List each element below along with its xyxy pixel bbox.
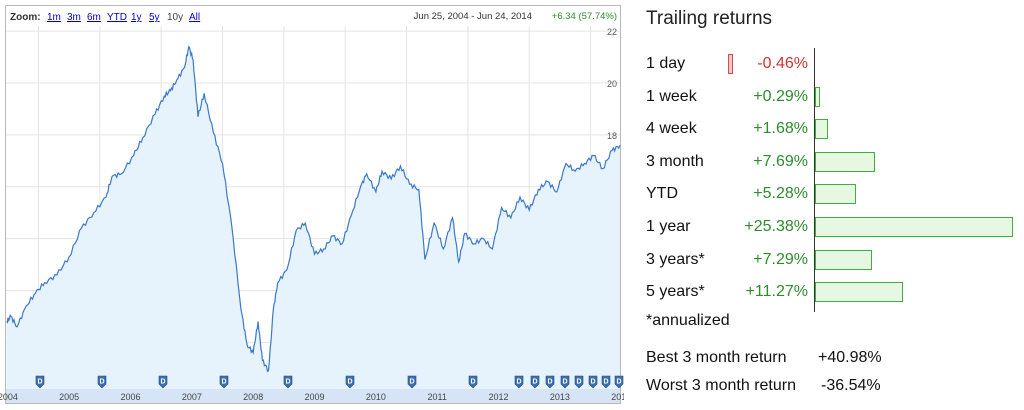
dividend-marker[interactable]: D <box>35 375 45 389</box>
worst-3-month-value: -36.54% <box>821 377 881 394</box>
return-period-label: YTD <box>646 185 678 203</box>
svg-text:D: D <box>590 379 595 386</box>
zoom-option-10y[interactable]: 10y <box>167 12 183 23</box>
zoom-option-6m[interactable]: 6m <box>87 12 101 23</box>
y-tick-label: 22 <box>607 27 617 37</box>
return-period-label: 1 week <box>646 87 697 105</box>
price-line <box>6 45 621 373</box>
return-period-label: 1 day <box>646 55 686 72</box>
trailing-returns-panel: Trailing returns 1 day -0.46% 1 week +0.29%… <box>636 0 1024 410</box>
return-bar <box>728 54 733 74</box>
zoom-option-ytd[interactable]: YTD <box>107 12 127 23</box>
return-bar <box>815 86 820 107</box>
trailing-returns-title: Trailing returns <box>646 8 773 29</box>
zoom-option-5y[interactable]: 5y <box>149 12 160 23</box>
x-tick-label: 2011 <box>428 392 447 402</box>
dividend-marker[interactable]: D <box>158 375 168 389</box>
zoom-option-3m[interactable]: 3m <box>67 12 81 23</box>
return-value: +7.69% <box>753 152 808 170</box>
return-period-label: 3 month <box>646 152 704 170</box>
svg-text:D: D <box>603 379 608 386</box>
best-3-month-value: +40.98% <box>818 349 882 366</box>
svg-text:D: D <box>221 379 226 386</box>
x-axis-strip <box>6 389 620 403</box>
return-period-label: 4 week <box>646 120 697 138</box>
dividend-marker[interactable]: D <box>283 375 293 389</box>
svg-text:D: D <box>409 379 414 386</box>
return-value: +11.27% <box>745 283 808 301</box>
svg-text:D: D <box>576 379 581 386</box>
date-range: Jun 25, 2004 - Jun 24, 2014 <box>414 11 532 22</box>
svg-text:D: D <box>547 379 552 386</box>
worst-3-month-label: Worst 3 month return <box>646 377 796 394</box>
svg-text:D: D <box>347 379 352 386</box>
price-chart-panel: Zoom: 1m 3m 6m YTD 1y 5y 10y All Jun 25, 2004 - J… <box>0 5 624 404</box>
dividend-marker[interactable]: D <box>97 375 107 389</box>
svg-text:D: D <box>562 379 567 386</box>
x-tick-label: 2006 <box>121 392 141 402</box>
x-tick-label: 2014 <box>611 392 624 402</box>
return-value: +7.29% <box>753 250 808 268</box>
x-tick-label: 2012 <box>489 392 509 402</box>
price-area <box>6 46 621 389</box>
return-bar <box>815 151 875 172</box>
return-value: -0.46% <box>757 55 808 72</box>
price-chart: Zoom: 1m 3m 6m YTD 1y 5y 10y All Jun 25, 2004 - J… <box>0 5 624 404</box>
x-tick-label: 2004 <box>0 392 18 402</box>
x-tick-label: 2013 <box>550 392 570 402</box>
return-bar <box>815 249 872 270</box>
x-tick-label: 2010 <box>366 392 386 402</box>
dividend-marker[interactable]: D <box>601 375 611 389</box>
zoom-option-all[interactable]: All <box>189 12 200 23</box>
zoom-option-1y[interactable]: 1y <box>131 12 142 23</box>
svg-text:D: D <box>37 379 42 386</box>
x-tick-label: 2007 <box>182 392 202 402</box>
price-change: +6.34 (57.74%) <box>552 11 617 22</box>
svg-text:D: D <box>532 379 537 386</box>
returns-baseline <box>814 48 815 312</box>
return-value: +5.28% <box>753 185 808 203</box>
dividend-marker[interactable]: D <box>219 375 229 389</box>
return-period-label: 3 years* <box>646 250 705 268</box>
zoom-label: Zoom: <box>10 12 41 23</box>
return-period-label: 5 years* <box>646 283 705 301</box>
dividend-marker[interactable]: D <box>588 375 598 389</box>
return-bar <box>815 217 1013 237</box>
svg-text:D: D <box>470 379 475 386</box>
return-value: +25.38% <box>744 218 808 235</box>
dividend-marker[interactable]: D <box>545 375 555 389</box>
svg-text:D: D <box>616 379 621 386</box>
annualized-note: *annualized <box>646 312 730 329</box>
dividend-marker[interactable]: D <box>514 375 524 389</box>
best-3-month-label: Best 3 month return <box>646 349 787 366</box>
x-tick-label: 2008 <box>243 392 263 402</box>
dividend-marker[interactable]: D <box>345 375 355 389</box>
return-bar <box>815 282 903 303</box>
dividend-marker[interactable]: D <box>530 375 540 389</box>
return-value: +1.68% <box>753 120 808 138</box>
return-period-label: 1 year <box>646 218 691 235</box>
dividend-marker[interactable]: D <box>560 375 570 389</box>
return-value: +0.29% <box>753 87 808 105</box>
svg-text:D: D <box>285 379 290 386</box>
zoom-option-1m[interactable]: 1m <box>47 12 61 23</box>
x-tick-label: 2005 <box>59 392 79 402</box>
svg-text:D: D <box>99 379 104 386</box>
y-tick-label: 20 <box>607 79 617 89</box>
x-tick-label: 2009 <box>305 392 325 402</box>
dividend-marker[interactable]: D <box>614 375 624 389</box>
svg-text:D: D <box>160 379 165 386</box>
dividend-marker[interactable]: D <box>468 375 478 389</box>
dividend-marker[interactable]: D <box>574 375 584 389</box>
svg-text:D: D <box>516 379 521 386</box>
dividend-marker[interactable]: D <box>407 375 417 389</box>
return-bar <box>815 184 857 205</box>
y-tick-label: 18 <box>607 131 617 141</box>
return-bar <box>815 119 829 140</box>
